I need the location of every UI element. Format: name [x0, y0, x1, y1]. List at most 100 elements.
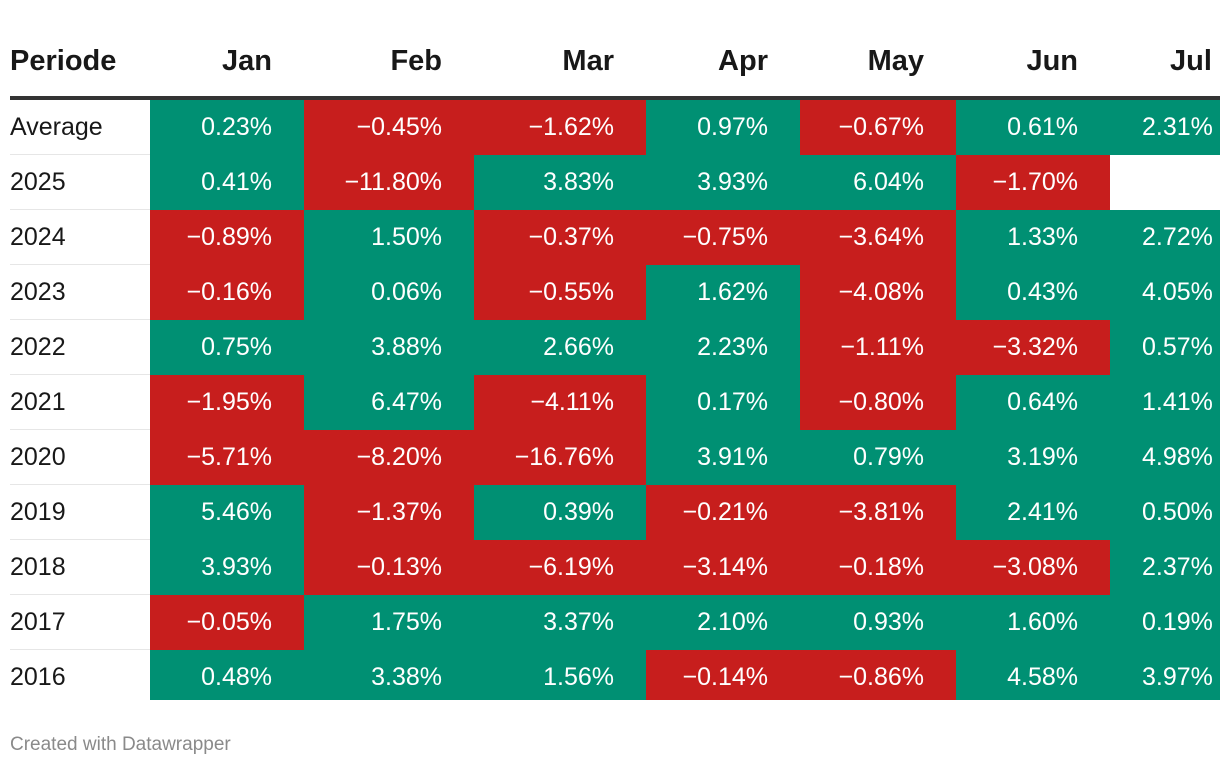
column-header-apr: Apr	[646, 0, 800, 100]
heatmap-cell-2020-apr: 3.91%	[646, 429, 800, 485]
heatmap-cell-2024-apr: −0.75%	[646, 209, 800, 265]
heatmap-cell-2022-jul: 0.57%	[1110, 319, 1220, 375]
row-label-2016: 2016	[10, 649, 150, 700]
heatmap-cell-2022-jan: 0.75%	[150, 319, 304, 375]
heatmap-cell-2017-jun: 1.60%	[956, 594, 1110, 650]
heatmap-cell-2016-may: −0.86%	[800, 649, 956, 700]
heatmap-cell-2019-apr: −0.21%	[646, 484, 800, 540]
heatmap-cell-2021-feb: 6.47%	[304, 374, 474, 430]
heatmap-cell-2023-mar: −0.55%	[474, 264, 646, 320]
row-label-2019: 2019	[10, 484, 150, 540]
heatmap-cell-2017-mar: 3.37%	[474, 594, 646, 650]
heatmap-cell-2016-jan: 0.48%	[150, 649, 304, 700]
heatmap-table-container: Periode Jan Feb Mar Apr May Jun	[10, 0, 1220, 700]
monthly-returns-heatmap: Periode Jan Feb Mar Apr May Jun	[10, 0, 1220, 700]
row-label-2020: 2020	[10, 429, 150, 485]
table-row: 2018 3.93% −0.13% −6.19% −3.14% −0.18% −3.08% 2…	[10, 539, 1220, 595]
table-row: Average 0.23% −0.45% −1.62% 0.97% −0.67% 0.61%…	[10, 98, 1220, 155]
heatmap-cell-2018-may: −0.18%	[800, 539, 956, 595]
row-label-2021: 2021	[10, 374, 150, 430]
heatmap-cell-average-feb: −0.45%	[304, 98, 474, 155]
heatmap-cell-2025-apr: 3.93%	[646, 154, 800, 210]
row-label-average: Average	[10, 98, 150, 155]
heatmap-cell-2020-feb: −8.20%	[304, 429, 474, 485]
heatmap-cell-2024-jan: −0.89%	[150, 209, 304, 265]
heatmap-cell-2022-jun: −3.32%	[956, 319, 1110, 375]
heatmap-cell-2018-apr: −3.14%	[646, 539, 800, 595]
heatmap-cell-2019-jul: 0.50%	[1110, 484, 1220, 540]
heatmap-cell-2023-may: −4.08%	[800, 264, 956, 320]
heatmap-cell-2017-jul: 0.19%	[1110, 594, 1220, 650]
heatmap-cell-2023-apr: 1.62%	[646, 264, 800, 320]
heatmap-cell-2025-feb: −11.80%	[304, 154, 474, 210]
heatmap-cell-2021-jan: −1.95%	[150, 374, 304, 430]
column-header-may: May	[800, 0, 956, 100]
row-label-2024: 2024	[10, 209, 150, 265]
header-row: Periode Jan Feb Mar Apr May Jun	[10, 0, 1220, 100]
table-row: 2021 −1.95% 6.47% −4.11% 0.17% −0.80% 0.64% 1.4…	[10, 374, 1220, 430]
heatmap-cell-2025-may: 6.04%	[800, 154, 956, 210]
table-row: 2024 −0.89% 1.50% −0.37% −0.75% −3.64% 1.33% 2.…	[10, 209, 1220, 265]
heatmap-cell-2018-jan: 3.93%	[150, 539, 304, 595]
heatmap-cell-2021-jun: 0.64%	[956, 374, 1110, 430]
datawrapper-credit: Created with Datawrapper	[10, 734, 231, 755]
table-row: 2017 −0.05% 1.75% 3.37% 2.10% 0.93% 1.60% 0.19%	[10, 594, 1220, 650]
heatmap-cell-2023-jul: 4.05%	[1110, 264, 1220, 320]
heatmap-cell-average-mar: −1.62%	[474, 98, 646, 155]
heatmap-body: Average 0.23% −0.45% −1.62% 0.97% −0.67% 0.61%…	[10, 98, 1220, 700]
heatmap-cell-2016-apr: −0.14%	[646, 649, 800, 700]
heatmap-cell-average-may: −0.67%	[800, 98, 956, 155]
heatmap-cell-2023-jan: −0.16%	[150, 264, 304, 320]
table-row: 2020 −5.71% −8.20% −16.76% 3.91% 0.79% 3.19% 4.…	[10, 429, 1220, 485]
heatmap-cell-2020-jun: 3.19%	[956, 429, 1110, 485]
heatmap-cell-2024-may: −3.64%	[800, 209, 956, 265]
table-row: 2022 0.75% 3.88% 2.66% 2.23% −1.11% −3.32% 0.57…	[10, 319, 1220, 375]
table-row: 2019 5.46% −1.37% 0.39% −0.21% −3.81% 2.41% 0.5…	[10, 484, 1220, 540]
heatmap-cell-2019-may: −3.81%	[800, 484, 956, 540]
row-label-2017: 2017	[10, 594, 150, 650]
column-header-jan: Jan	[150, 0, 304, 100]
heatmap-cell-2025-jan: 0.41%	[150, 154, 304, 210]
heatmap-cell-2018-jul: 2.37%	[1110, 539, 1220, 595]
heatmap-cell-2016-jun: 4.58%	[956, 649, 1110, 700]
heatmap-cell-2022-feb: 3.88%	[304, 319, 474, 375]
table-row: 2016 0.48% 3.38% 1.56% −0.14% −0.86% 4.58% 3.97…	[10, 649, 1220, 700]
heatmap-cell-2022-apr: 2.23%	[646, 319, 800, 375]
column-header-periode: Periode	[10, 0, 150, 100]
heatmap-cell-2025-jul	[1110, 154, 1220, 210]
heatmap-cell-2021-apr: 0.17%	[646, 374, 800, 430]
heatmap-cell-2016-feb: 3.38%	[304, 649, 474, 700]
heatmap-cell-average-jul: 2.31%	[1110, 98, 1220, 155]
heatmap-cell-2023-feb: 0.06%	[304, 264, 474, 320]
heatmap-cell-2019-jan: 5.46%	[150, 484, 304, 540]
heatmap-cell-2019-mar: 0.39%	[474, 484, 646, 540]
table-row: 2023 −0.16% 0.06% −0.55% 1.62% −4.08% 0.43% 4.0…	[10, 264, 1220, 320]
heatmap-cell-2017-jan: −0.05%	[150, 594, 304, 650]
heatmap-cell-2017-may: 0.93%	[800, 594, 956, 650]
heatmap-cell-2024-jun: 1.33%	[956, 209, 1110, 265]
heatmap-cell-2020-jan: −5.71%	[150, 429, 304, 485]
heatmap-cell-2016-mar: 1.56%	[474, 649, 646, 700]
heatmap-cell-2020-mar: −16.76%	[474, 429, 646, 485]
column-header-mar: Mar	[474, 0, 646, 100]
heatmap-cell-2024-jul: 2.72%	[1110, 209, 1220, 265]
heatmap-cell-2025-jun: −1.70%	[956, 154, 1110, 210]
heatmap-cell-2018-feb: −0.13%	[304, 539, 474, 595]
heatmap-cell-2019-feb: −1.37%	[304, 484, 474, 540]
row-label-2025: 2025	[10, 154, 150, 210]
heatmap-cell-2022-may: −1.11%	[800, 319, 956, 375]
heatmap-cell-2023-jun: 0.43%	[956, 264, 1110, 320]
heatmap-cell-average-jun: 0.61%	[956, 98, 1110, 155]
heatmap-cell-2021-jul: 1.41%	[1110, 374, 1220, 430]
heatmap-cell-2020-may: 0.79%	[800, 429, 956, 485]
heatmap-cell-2017-apr: 2.10%	[646, 594, 800, 650]
heatmap-cell-2019-jun: 2.41%	[956, 484, 1110, 540]
column-header-jul: Jul	[1110, 0, 1220, 100]
row-label-2022: 2022	[10, 319, 150, 375]
heatmap-cell-2025-mar: 3.83%	[474, 154, 646, 210]
row-label-2023: 2023	[10, 264, 150, 320]
row-label-2018: 2018	[10, 539, 150, 595]
column-header-feb: Feb	[304, 0, 474, 100]
heatmap-cell-2021-may: −0.80%	[800, 374, 956, 430]
heatmap-cell-2022-mar: 2.66%	[474, 319, 646, 375]
